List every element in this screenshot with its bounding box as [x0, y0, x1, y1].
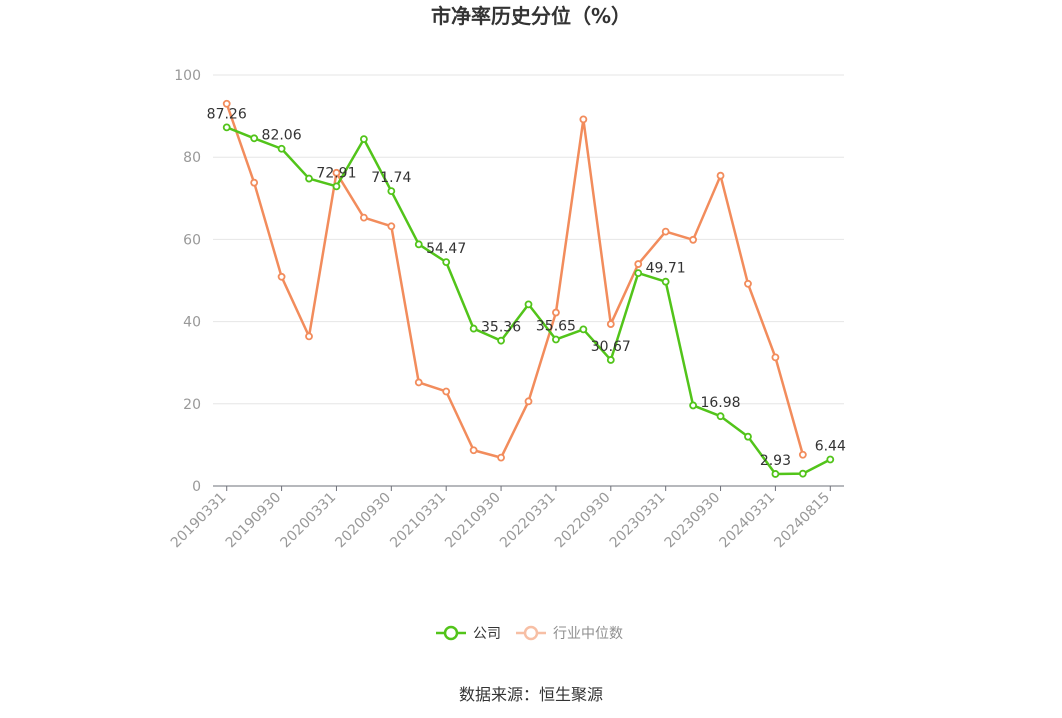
- y-tick-label: 20: [183, 397, 201, 413]
- data-label: 2.93: [760, 453, 791, 469]
- data-label: 49.71: [646, 261, 686, 277]
- data-labels: 87.26 82.06 72.91 71.74 54.47 35.36 35.65 30.67…: [207, 106, 846, 469]
- data-point[interactable]: [798, 469, 807, 478]
- y-tick-label: 60: [183, 232, 201, 248]
- x-tick-label: 20210331: [387, 490, 449, 552]
- data-point[interactable]: [277, 144, 286, 153]
- data-point[interactable]: [606, 320, 615, 328]
- x-tick-label: 20220930: [552, 490, 614, 552]
- data-label: 71.74: [371, 170, 411, 186]
- data-label: 35.65: [536, 318, 576, 334]
- data-point[interactable]: [497, 336, 505, 345]
- series-line-1: [225, 103, 805, 459]
- data-point[interactable]: [469, 324, 478, 333]
- data-point[interactable]: [469, 446, 478, 455]
- data-point[interactable]: [716, 412, 725, 421]
- legend-marker: [443, 625, 459, 641]
- data-point[interactable]: [524, 300, 533, 309]
- legend-marker: [523, 625, 539, 641]
- x-tick-label: 20210930: [442, 490, 504, 552]
- data-point[interactable]: [332, 182, 341, 191]
- legend[interactable]: 公司 行业中位数: [436, 625, 623, 642]
- data-point[interactable]: [798, 450, 807, 459]
- data-point[interactable]: [305, 332, 313, 341]
- data-point[interactable]: [552, 308, 560, 317]
- data-point[interactable]: [332, 168, 341, 177]
- grid-lines: [213, 74, 844, 405]
- chart-title: 市净率历史分位（%）: [431, 4, 631, 28]
- x-tick-label: 20240331: [717, 490, 779, 552]
- legend-label: 公司: [473, 626, 501, 642]
- x-tick-label: 20230331: [607, 490, 669, 552]
- data-point[interactable]: [222, 99, 231, 108]
- data-label: 54.47: [426, 241, 466, 257]
- data-label: 35.36: [481, 320, 521, 336]
- data-point[interactable]: [661, 227, 670, 236]
- x-axis: 2019033120190930202003312020093020210331…: [168, 485, 844, 552]
- data-point[interactable]: [634, 260, 643, 268]
- data-point[interactable]: [689, 401, 698, 410]
- data-point[interactable]: [579, 115, 588, 124]
- data-point[interactable]: [414, 378, 423, 387]
- data-point[interactable]: [661, 277, 670, 286]
- data-point[interactable]: [579, 325, 588, 334]
- data-point[interactable]: [222, 123, 231, 132]
- x-tick-label: 20200930: [332, 490, 394, 552]
- data-point[interactable]: [250, 178, 259, 187]
- y-axis: 0 20 40 60 80 100: [174, 68, 201, 495]
- data-point[interactable]: [552, 335, 560, 344]
- data-label: 30.67: [591, 339, 631, 355]
- data-point[interactable]: [277, 272, 286, 281]
- x-tick-label: 20190331: [168, 490, 230, 552]
- data-point[interactable]: [305, 174, 313, 183]
- data-point[interactable]: [689, 235, 698, 244]
- data-point[interactable]: [497, 453, 505, 462]
- legend-item-1[interactable]: 行业中位数: [516, 625, 623, 642]
- data-point[interactable]: [414, 240, 423, 249]
- x-tick-label: 20200331: [278, 490, 340, 552]
- data-point[interactable]: [744, 432, 752, 441]
- data-point[interactable]: [606, 356, 615, 364]
- data-label: 16.98: [700, 395, 740, 411]
- data-point[interactable]: [826, 455, 835, 464]
- y-tick-label: 0: [192, 479, 201, 495]
- data-point[interactable]: [771, 353, 780, 362]
- data-point[interactable]: [634, 269, 643, 278]
- data-point[interactable]: [524, 397, 533, 406]
- data-label: 6.44: [815, 439, 846, 455]
- series-group: [222, 99, 835, 478]
- y-tick-label: 40: [183, 315, 201, 331]
- data-point[interactable]: [387, 222, 396, 231]
- source-note: 数据来源：恒生聚源: [459, 685, 603, 704]
- data-point[interactable]: [716, 171, 725, 180]
- data-point[interactable]: [250, 134, 259, 143]
- data-point[interactable]: [442, 387, 451, 396]
- data-point[interactable]: [442, 258, 451, 267]
- x-tick-label: 20220331: [497, 490, 559, 552]
- x-tick-label: 20190930: [223, 490, 285, 552]
- x-tick-label: 20230930: [662, 490, 724, 552]
- data-point[interactable]: [744, 279, 752, 288]
- legend-item-0[interactable]: 公司: [436, 625, 501, 642]
- data-label: 87.26: [207, 106, 247, 122]
- x-tick-label: 20240815: [771, 490, 833, 552]
- data-point[interactable]: [359, 135, 368, 144]
- y-tick-label: 100: [174, 68, 201, 84]
- legend-label: 行业中位数: [553, 626, 623, 642]
- data-label: 82.06: [262, 128, 302, 144]
- data-label: 72.91: [316, 165, 356, 181]
- data-point[interactable]: [359, 213, 368, 222]
- data-point[interactable]: [771, 470, 780, 478]
- data-point[interactable]: [387, 187, 396, 196]
- y-tick-label: 80: [183, 150, 201, 166]
